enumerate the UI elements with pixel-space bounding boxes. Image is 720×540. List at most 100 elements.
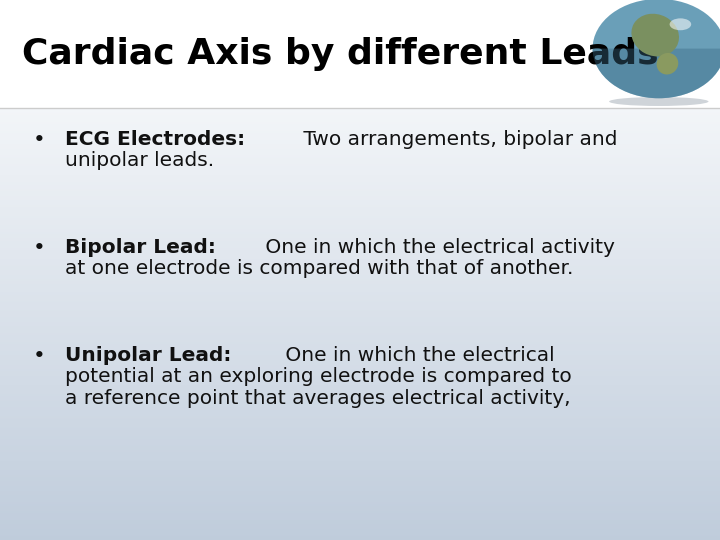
Bar [0,83,720,85]
Bar [0,209,720,211]
Bar [0,258,720,259]
Bar [0,137,720,139]
Bar [0,320,720,322]
Bar [0,339,720,340]
Bar [0,358,720,360]
Bar [0,488,720,490]
Bar [0,218,720,220]
Bar [0,355,720,356]
Bar [0,54,720,56]
Bar [0,444,720,447]
Bar [0,495,720,497]
Bar [0,201,720,204]
Text: •: • [32,346,45,366]
Bar [0,486,720,488]
Bar [0,401,720,403]
Bar [0,238,720,239]
Bar [0,49,720,50]
Bar [0,301,720,302]
Bar [0,428,720,430]
Bar [0,96,720,97]
Bar [0,85,720,86]
Bar [0,279,720,281]
Bar [0,167,720,169]
Bar [0,76,720,77]
Bar [0,441,720,443]
Bar [0,193,720,194]
Bar [0,374,720,376]
Bar [0,88,720,90]
Bar [0,50,720,52]
Bar [0,189,720,191]
Bar [0,479,720,481]
Bar [0,93,720,96]
Bar [0,299,720,301]
Bar [0,142,720,144]
Bar [0,234,720,236]
Bar [0,124,720,126]
Bar [0,25,720,27]
Bar [0,196,720,198]
Bar [0,169,720,171]
Bar [0,103,720,104]
Bar [0,409,720,410]
Bar [0,464,720,466]
Bar [0,315,720,317]
Bar [0,389,720,390]
Bar [0,207,720,209]
Bar [0,378,720,380]
Bar [0,349,720,351]
Bar [0,474,720,475]
Text: Unipolar Lead:: Unipolar Lead: [65,346,231,365]
Bar [0,335,720,336]
Bar [0,212,720,214]
Bar [0,92,720,93]
Bar [0,72,720,74]
Bar [0,450,720,452]
Bar [0,288,720,290]
Bar [0,77,720,79]
Bar [0,58,720,59]
Bar [0,385,720,387]
Bar [0,448,720,450]
Bar [0,160,720,162]
Ellipse shape [609,97,708,106]
Bar [0,247,720,248]
Text: a reference point that averages electrical activity,: a reference point that averages electric… [65,389,570,408]
Bar [0,123,720,124]
Bar [0,29,720,31]
Bar [0,420,720,421]
Bar [0,225,720,227]
Bar [0,214,720,216]
Bar [0,498,720,501]
Bar [0,108,720,110]
Bar [0,293,720,295]
Bar [0,524,720,525]
Bar [0,166,720,167]
Bar [0,317,720,319]
Bar [0,120,720,123]
Bar [0,522,720,524]
Text: Cardiac Axis by different Leads: Cardiac Axis by different Leads [22,37,658,71]
Bar [0,0,720,2]
Bar [0,371,720,373]
Bar [0,517,720,518]
Bar [0,241,720,243]
Ellipse shape [657,53,678,75]
Bar [0,97,720,99]
Bar [0,443,720,444]
Bar [0,198,720,200]
Bar [0,216,720,218]
Bar [0,366,720,367]
Bar [0,432,720,434]
Ellipse shape [631,14,679,57]
Bar [0,454,720,455]
Bar [0,16,720,18]
Bar [0,252,720,254]
Bar [0,187,720,189]
Bar [0,481,720,482]
Bar [0,531,720,533]
Bar [0,140,720,142]
Circle shape [593,0,720,98]
Bar [0,274,720,275]
